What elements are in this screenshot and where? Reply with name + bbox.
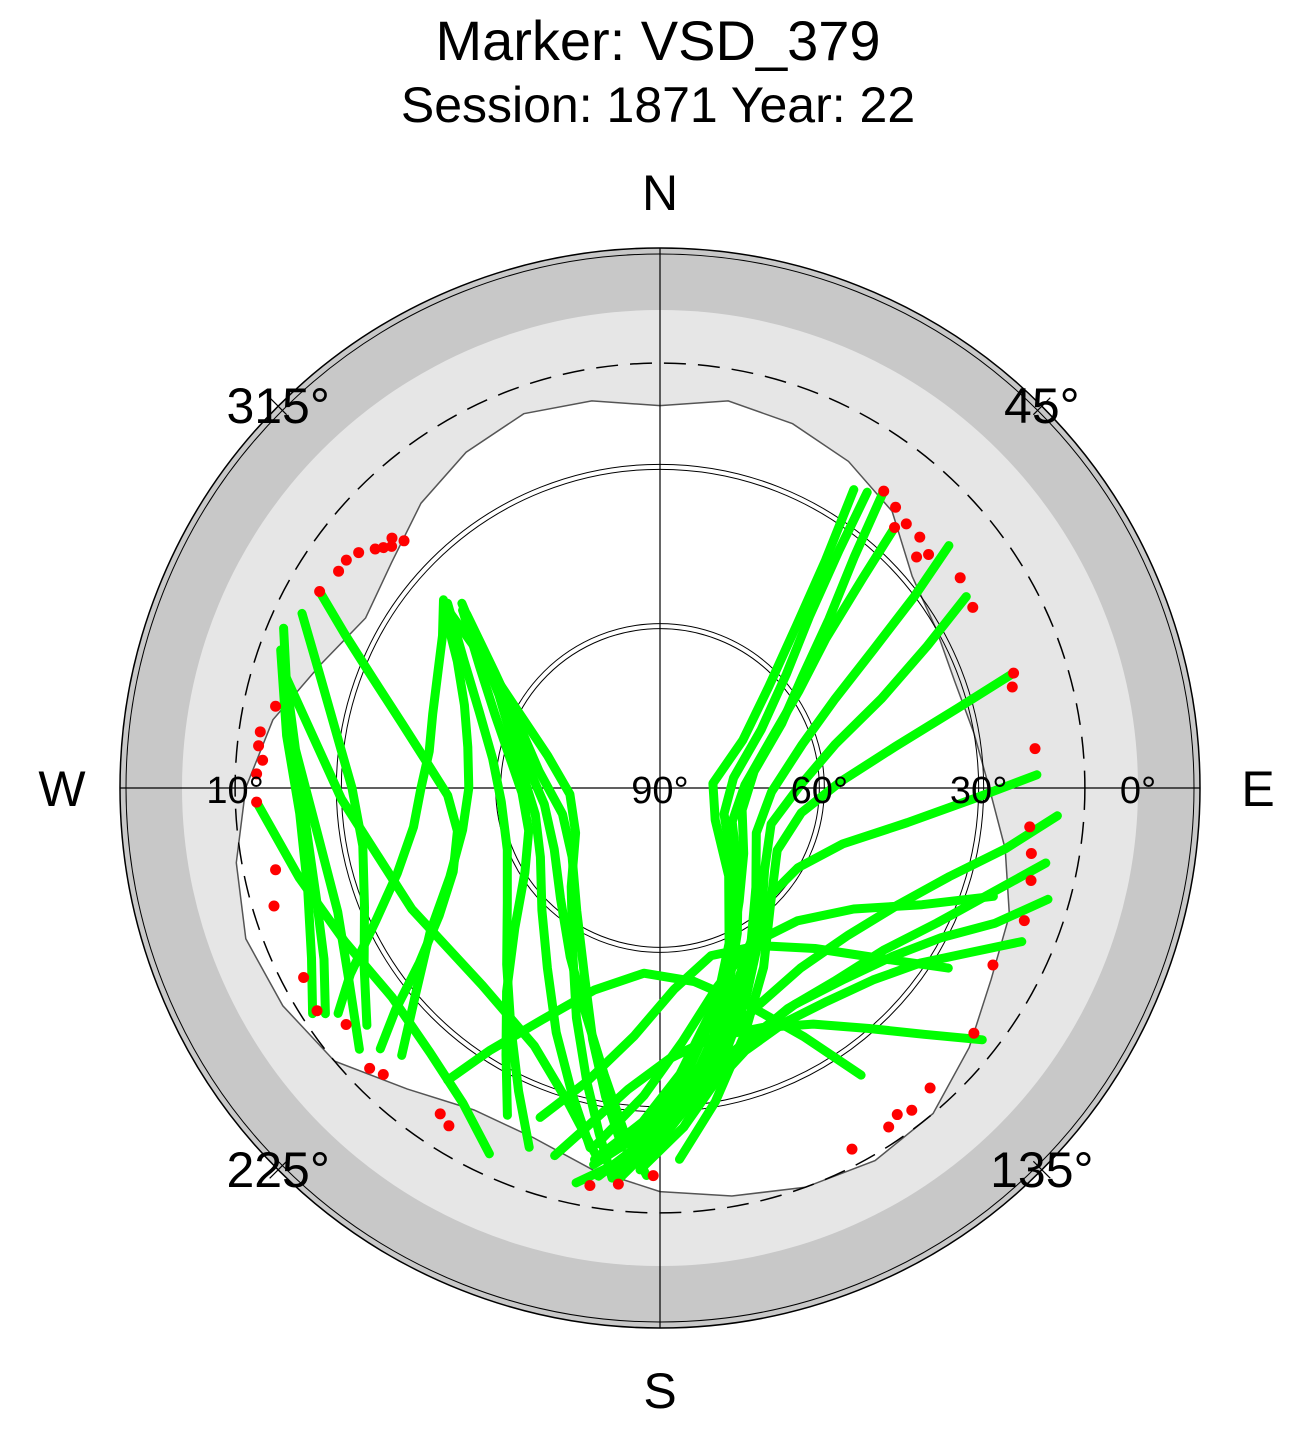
track-endpoint-25 [612, 1178, 624, 1190]
track-endpoint-12 [1029, 743, 1041, 755]
track-endpoint-37 [251, 768, 263, 780]
track-endpoint-45 [369, 543, 381, 555]
track-endpoint-8 [954, 572, 966, 584]
satellite-track-13 [457, 598, 595, 1153]
track-endpoint-5 [914, 531, 926, 543]
track-endpoint-2 [890, 501, 902, 513]
chart-title: Marker: VSD_379 [435, 9, 880, 72]
track-endpoint-33 [298, 971, 310, 983]
track-endpoint-27 [443, 1120, 455, 1132]
elevation-label-0: 0° [1120, 770, 1156, 812]
track-endpoint-32 [311, 1005, 323, 1017]
track-endpoint-15 [1025, 875, 1037, 887]
elevation-label-30: 30° [950, 770, 1007, 812]
track-endpoint-21 [891, 1109, 903, 1121]
track-endpoint-34 [268, 900, 280, 912]
satellite-track-31 [550, 1019, 987, 1161]
compass-east: E [1241, 761, 1274, 817]
track-endpoint-22 [883, 1121, 895, 1133]
track-endpoint-40 [254, 726, 266, 738]
track-endpoint-44 [353, 547, 365, 559]
track-endpoint-20 [906, 1104, 918, 1116]
track-endpoint-6 [911, 551, 923, 563]
satellite-track-30 [679, 937, 1027, 1132]
elevation-label-90: 90° [631, 770, 688, 812]
track-endpoint-35 [270, 864, 282, 876]
track-endpoint-43 [340, 554, 352, 566]
track-endpoint-10 [1008, 667, 1020, 679]
satellite-track-1 [590, 486, 889, 1164]
azimuth-label-45: 45° [1004, 378, 1080, 434]
satellite-track-16 [443, 598, 534, 1152]
track-endpoint-50 [314, 585, 326, 597]
azimuth-label-135: 135° [990, 1142, 1093, 1198]
elevation-label-60: 60° [791, 770, 848, 812]
track-endpoint-11 [1006, 681, 1018, 693]
compass-south: S [643, 1363, 676, 1419]
azimuth-tick-135 [1032, 1160, 1051, 1179]
satellite-track-4 [604, 485, 859, 1156]
track-endpoint-23 [846, 1143, 858, 1155]
compass-north: N [642, 165, 678, 221]
track-endpoint-1 [878, 485, 890, 497]
track-endpoint-38 [257, 754, 269, 766]
track-endpoint-18 [968, 1027, 980, 1039]
track-endpoint-41 [270, 700, 282, 712]
satellite-track-26 [252, 797, 494, 1159]
elevation-label-10-west: 10° [206, 770, 263, 812]
azimuth-tick-315 [269, 397, 288, 416]
track-endpoint-16 [1018, 915, 1030, 927]
satellite-track-28 [589, 811, 1062, 1170]
compass-west: W [38, 761, 86, 817]
track-endpoint-46 [377, 542, 389, 554]
track-endpoint-14 [1025, 847, 1037, 859]
track-endpoint-47 [386, 540, 398, 552]
track-endpoint-29 [364, 1062, 376, 1074]
satellite-track-25 [279, 668, 600, 1159]
track-endpoint-19 [924, 1082, 936, 1094]
track-endpoint-24 [647, 1170, 659, 1182]
track-endpoint-3 [889, 522, 901, 534]
chart-subtitle: Session: 1871 Year: 22 [401, 77, 915, 133]
satellite-track-24 [278, 653, 364, 1054]
satellite-track-15 [443, 606, 617, 1183]
track-endpoint-13 [1024, 821, 1036, 833]
track-endpoint-48 [386, 532, 398, 544]
track-endpoint-7 [923, 549, 935, 561]
satellite-track-20 [315, 587, 462, 1054]
track-endpoint-36 [251, 796, 263, 808]
track-endpoint-39 [253, 740, 265, 752]
azimuth-tick-225 [269, 1160, 288, 1179]
azimuth-label-225: 225° [226, 1142, 329, 1198]
satellite-track-29 [629, 858, 1051, 1164]
track-endpoint-28 [434, 1108, 446, 1120]
track-endpoint-9 [967, 601, 979, 613]
track-endpoint-4 [900, 518, 912, 530]
track-endpoint-17 [987, 959, 999, 971]
track-endpoint-30 [377, 1069, 389, 1081]
track-endpoint-49 [398, 535, 410, 547]
track-endpoint-26 [584, 1180, 596, 1192]
track-endpoint-42 [333, 565, 345, 577]
azimuth-label-315: 315° [226, 378, 329, 434]
azimuth-tick-45 [1032, 397, 1051, 416]
track-endpoint-31 [340, 1019, 352, 1031]
satellite-track-23 [276, 645, 318, 1019]
plot-area: 45° 135° 225° 315° 90° 60° 30° 0° 10° [119, 247, 1201, 1329]
